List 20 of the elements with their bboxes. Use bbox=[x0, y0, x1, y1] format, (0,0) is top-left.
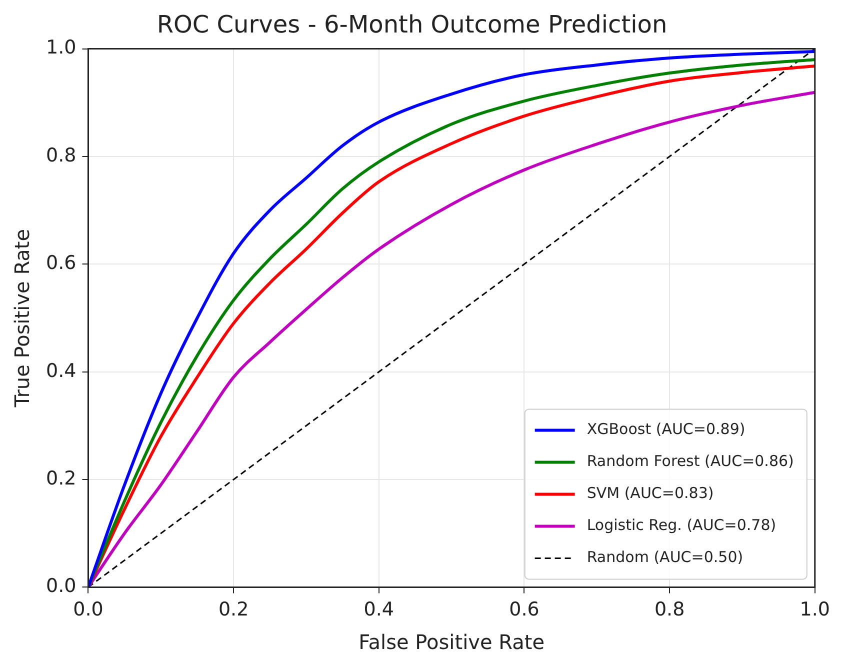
y-axis-title: True Positive Rate bbox=[10, 228, 34, 408]
y-tick-label: 0.8 bbox=[46, 144, 76, 166]
x-tick-label: 0.0 bbox=[73, 598, 104, 621]
x-tick-label: 0.8 bbox=[654, 598, 685, 621]
chart-title: ROC Curves - 6-Month Outcome Prediction bbox=[156, 10, 668, 39]
legend-label: Random Forest (AUC=0.86) bbox=[586, 452, 794, 470]
legend-label: Random (AUC=0.50) bbox=[586, 548, 744, 566]
y-tick-label: 0.6 bbox=[46, 252, 76, 274]
x-tick-label: 0.2 bbox=[218, 598, 249, 621]
x-tick-label: 1.0 bbox=[800, 598, 830, 621]
legend-label: Logistic Reg. (AUC=0.78) bbox=[586, 516, 776, 534]
y-tick-label: 1.0 bbox=[46, 36, 76, 59]
y-tick-label: 0.4 bbox=[46, 360, 76, 382]
x-tick-label: 0.4 bbox=[364, 598, 394, 621]
legend-label: SVM (AUC=0.83) bbox=[586, 484, 714, 502]
x-axis-title: False Positive Rate bbox=[358, 630, 544, 654]
legend-label: XGBoost (AUC=0.89) bbox=[586, 420, 746, 438]
x-tick-label: 0.6 bbox=[509, 598, 540, 621]
y-tick-label: 0.0 bbox=[46, 575, 76, 598]
y-tick-label: 0.2 bbox=[46, 467, 76, 490]
